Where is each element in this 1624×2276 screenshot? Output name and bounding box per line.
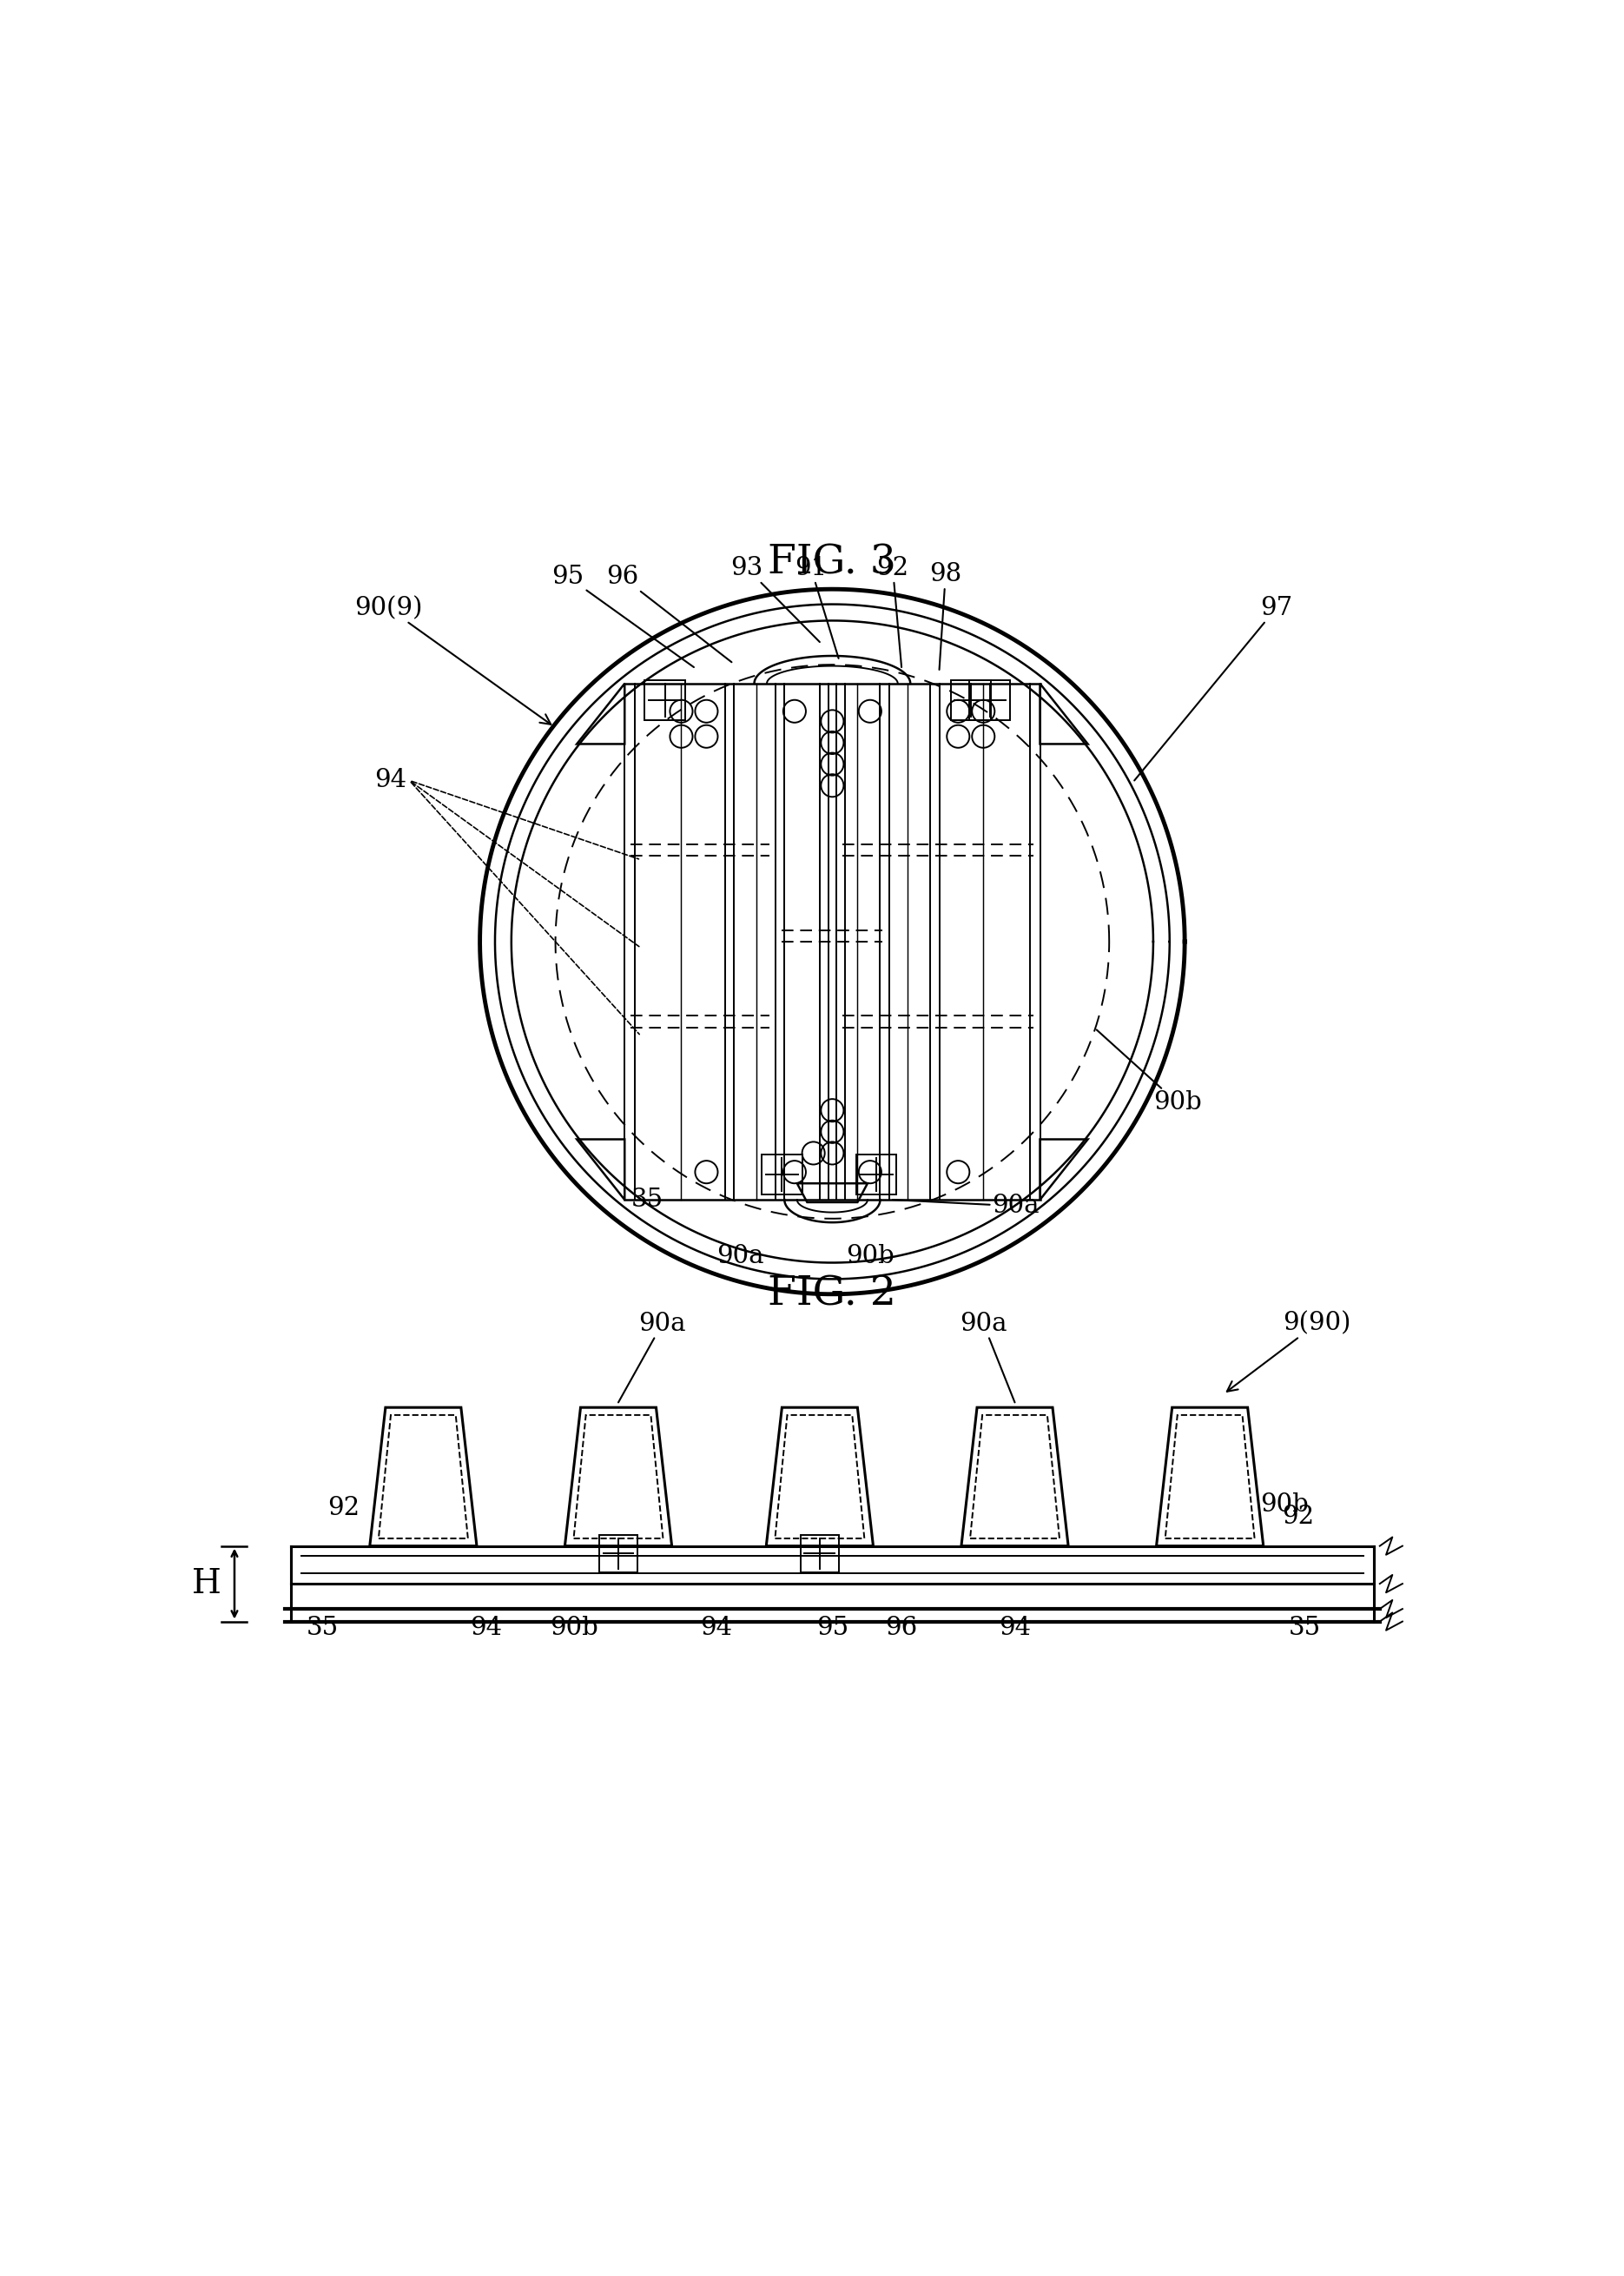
Text: 93: 93: [731, 555, 820, 642]
Text: 96: 96: [606, 564, 731, 662]
Text: 94: 94: [700, 1616, 732, 1641]
Bar: [970, 681, 1010, 719]
Text: 9(90): 9(90): [1228, 1311, 1351, 1391]
Text: 90(9): 90(9): [354, 596, 551, 724]
Text: 94: 94: [999, 1616, 1031, 1641]
Text: 94: 94: [375, 769, 408, 792]
Text: 91: 91: [794, 555, 838, 658]
Bar: [762, 1154, 802, 1195]
Text: 90b: 90b: [551, 1616, 599, 1641]
Text: 35: 35: [307, 1616, 339, 1641]
Bar: [950, 681, 991, 719]
Text: 94: 94: [469, 1616, 502, 1641]
Text: 90a: 90a: [619, 1311, 685, 1402]
Text: FIG. 3: FIG. 3: [768, 544, 896, 583]
Text: 90a: 90a: [960, 1311, 1015, 1402]
Text: 96: 96: [885, 1616, 918, 1641]
Text: 90b: 90b: [1260, 1493, 1309, 1516]
Text: 97: 97: [1134, 596, 1293, 781]
Bar: [801, 1534, 838, 1573]
Text: 35: 35: [1288, 1616, 1320, 1641]
Text: H: H: [192, 1568, 221, 1600]
Text: 90b: 90b: [1096, 1029, 1202, 1115]
Text: 95: 95: [817, 1616, 848, 1641]
Bar: [856, 1154, 896, 1195]
Text: 92: 92: [1281, 1504, 1314, 1529]
Bar: [599, 1534, 637, 1573]
Text: 98: 98: [929, 562, 961, 669]
Text: 90b: 90b: [846, 1243, 895, 1268]
Text: 92: 92: [877, 555, 909, 667]
Text: 95: 95: [552, 564, 693, 667]
Text: 92: 92: [328, 1495, 361, 1520]
Text: 35: 35: [632, 1188, 664, 1211]
Text: FIG. 2: FIG. 2: [768, 1275, 896, 1313]
Text: 90a: 90a: [893, 1195, 1039, 1218]
Text: 90a: 90a: [716, 1243, 765, 1268]
Bar: [645, 681, 685, 719]
